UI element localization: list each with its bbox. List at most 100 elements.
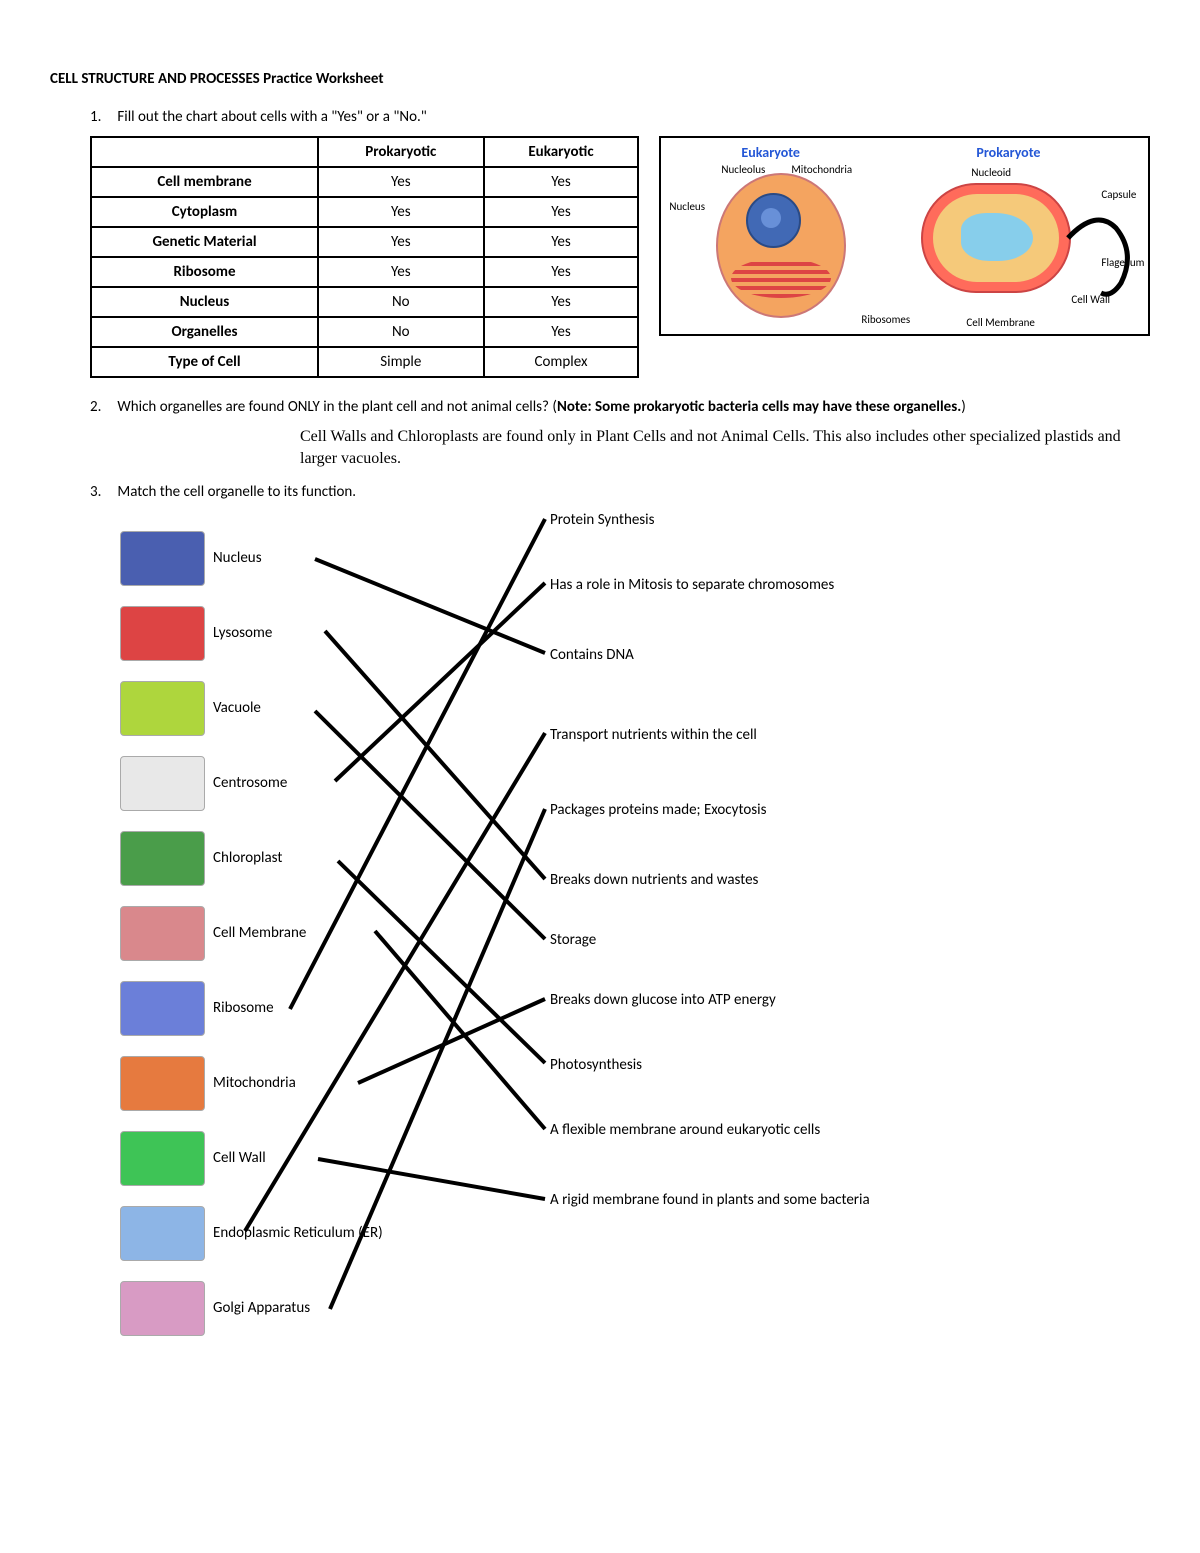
worksheet-title: CELL STRUCTURE AND PROCESSES Practice Wo… <box>50 70 1150 88</box>
organelle-item: Cell Wall <box>120 1131 266 1186</box>
function-label: Transport nutrients within the cell <box>550 726 757 744</box>
organelle-label: Cell Wall <box>213 1149 266 1167</box>
cell-eukaryotic: Yes <box>484 167 639 197</box>
organelle-item: Endoplasmic Reticulum (ER) <box>120 1206 383 1261</box>
label-nucleolus: Nucleolus <box>721 163 765 176</box>
table-header-blank <box>91 137 318 167</box>
organelle-item: Chloroplast <box>120 831 282 886</box>
organelle-thumbnail <box>120 1206 205 1261</box>
cell-eukaryotic: Yes <box>484 197 639 227</box>
label-cellmembrane: Cell Membrane <box>966 316 1034 329</box>
q3-number: 3. <box>90 483 114 501</box>
prokaryote-nucleoid-icon <box>961 213 1033 261</box>
q1-text: Fill out the chart about cells with a "Y… <box>117 108 426 126</box>
table-row: Cell membraneYesYes <box>91 167 638 197</box>
organelle-thumbnail <box>120 681 205 736</box>
function-label: Photosynthesis <box>550 1056 642 1074</box>
table-row: Type of CellSimpleComplex <box>91 347 638 377</box>
cell-prokaryotic: Yes <box>318 167 484 197</box>
organelle-thumbnail <box>120 1056 205 1111</box>
label-nucleus: Nucleus <box>669 200 705 213</box>
table-row: NucleusNoYes <box>91 287 638 317</box>
organelle-label: Nucleus <box>213 549 262 567</box>
organelle-thumbnail <box>120 981 205 1036</box>
cell-prokaryotic: No <box>318 317 484 347</box>
q1-content-row: Prokaryotic Eukaryotic Cell membraneYesY… <box>90 136 1150 378</box>
organelle-item: Centrosome <box>120 756 287 811</box>
table-header-eukaryotic: Eukaryotic <box>484 137 639 167</box>
cell-comparison-table: Prokaryotic Eukaryotic Cell membraneYesY… <box>90 136 639 378</box>
q2-number: 2. <box>90 398 114 416</box>
diagram-title-eukaryote: Eukaryote <box>741 144 800 161</box>
table-row: CytoplasmYesYes <box>91 197 638 227</box>
organelle-item: Nucleus <box>120 531 262 586</box>
cell-eukaryotic: Yes <box>484 227 639 257</box>
cell-eukaryotic: Complex <box>484 347 639 377</box>
organelle-thumbnail <box>120 756 205 811</box>
organelle-thumbnail <box>120 906 205 961</box>
diagram-title-prokaryote: Prokaryote <box>976 144 1040 161</box>
organelle-item: Ribosome <box>120 981 274 1036</box>
label-cellwall: Cell Wall <box>1071 293 1110 306</box>
organelle-label: Mitochondria <box>213 1074 296 1092</box>
organelle-item: Vacuole <box>120 681 261 736</box>
cell-prokaryotic: No <box>318 287 484 317</box>
row-header: Organelles <box>91 317 318 347</box>
organelle-label: Lysosome <box>213 624 272 642</box>
function-label: A rigid membrane found in plants and som… <box>550 1191 870 1209</box>
q2-note: Note: Some prokaryotic bacteria cells ma… <box>557 398 961 416</box>
organelle-thumbnail <box>120 606 205 661</box>
organelle-item: Mitochondria <box>120 1056 296 1111</box>
organelle-item: Cell Membrane <box>120 906 306 961</box>
q2-text: Which organelles are found ONLY in the p… <box>117 398 557 416</box>
organelle-label: Chloroplast <box>213 849 282 867</box>
label-flagellum: Flagellum <box>1101 256 1144 269</box>
label-nucleoid: Nucleoid <box>971 166 1011 179</box>
table-row: OrganellesNoYes <box>91 317 638 347</box>
cell-prokaryotic: Simple <box>318 347 484 377</box>
cell-eukaryotic: Yes <box>484 287 639 317</box>
function-label: Storage <box>550 931 596 949</box>
label-ribosomes: Ribosomes <box>861 313 910 326</box>
flagellum-icon <box>1066 198 1156 308</box>
q2-answer: Cell Walls and Chloroplasts are found on… <box>300 426 1150 471</box>
function-label: Packages proteins made; Exocytosis <box>550 801 766 819</box>
eukaryote-er-icon <box>731 258 831 298</box>
function-label: Contains DNA <box>550 646 634 664</box>
table-row: RibosomeYesYes <box>91 257 638 287</box>
table-header-prokaryotic: Prokaryotic <box>318 137 484 167</box>
cell-eukaryotic: Yes <box>484 317 639 347</box>
organelle-label: Vacuole <box>213 699 261 717</box>
row-header: Cytoplasm <box>91 197 318 227</box>
question-2: 2. Which organelles are found ONLY in th… <box>90 398 1150 416</box>
row-header: Nucleus <box>91 287 318 317</box>
organelle-label: Golgi Apparatus <box>213 1299 310 1317</box>
organelle-item: Lysosome <box>120 606 272 661</box>
cell-eukaryotic: Yes <box>484 257 639 287</box>
organelle-label: Endoplasmic Reticulum (ER) <box>213 1224 383 1242</box>
row-header: Genetic Material <box>91 227 318 257</box>
q3-text: Match the cell organelle to its function… <box>117 483 356 501</box>
label-mitochondria: Mitochondria <box>791 163 852 176</box>
organelle-thumbnail <box>120 831 205 886</box>
organelle-item: Golgi Apparatus <box>120 1281 310 1336</box>
row-header: Type of Cell <box>91 347 318 377</box>
organelle-thumbnail <box>120 531 205 586</box>
organelle-label: Ribosome <box>213 999 274 1017</box>
organelle-thumbnail <box>120 1131 205 1186</box>
organelle-thumbnail <box>120 1281 205 1336</box>
matching-area: Nucleus Lysosome Vacuole Centrosome Chloropl… <box>100 511 1100 1401</box>
function-label: Has a role in Mitosis to separate chromo… <box>550 576 834 594</box>
q1-number: 1. <box>90 108 114 126</box>
cell-prokaryotic: Yes <box>318 257 484 287</box>
cell-prokaryotic: Yes <box>318 227 484 257</box>
label-capsule: Capsule <box>1101 188 1136 201</box>
function-label: A flexible membrane around eukaryotic ce… <box>550 1121 820 1139</box>
function-label: Breaks down glucose into ATP energy <box>550 991 776 1009</box>
organelle-label: Centrosome <box>213 774 287 792</box>
q2-close: ) <box>961 398 966 416</box>
cell-diagram: Eukaryote Prokaryote Nucleolus Mitochond… <box>659 136 1150 336</box>
question-1: 1. Fill out the chart about cells with a… <box>90 108 1150 126</box>
function-label: Protein Synthesis <box>550 511 654 529</box>
table-row: Genetic MaterialYesYes <box>91 227 638 257</box>
